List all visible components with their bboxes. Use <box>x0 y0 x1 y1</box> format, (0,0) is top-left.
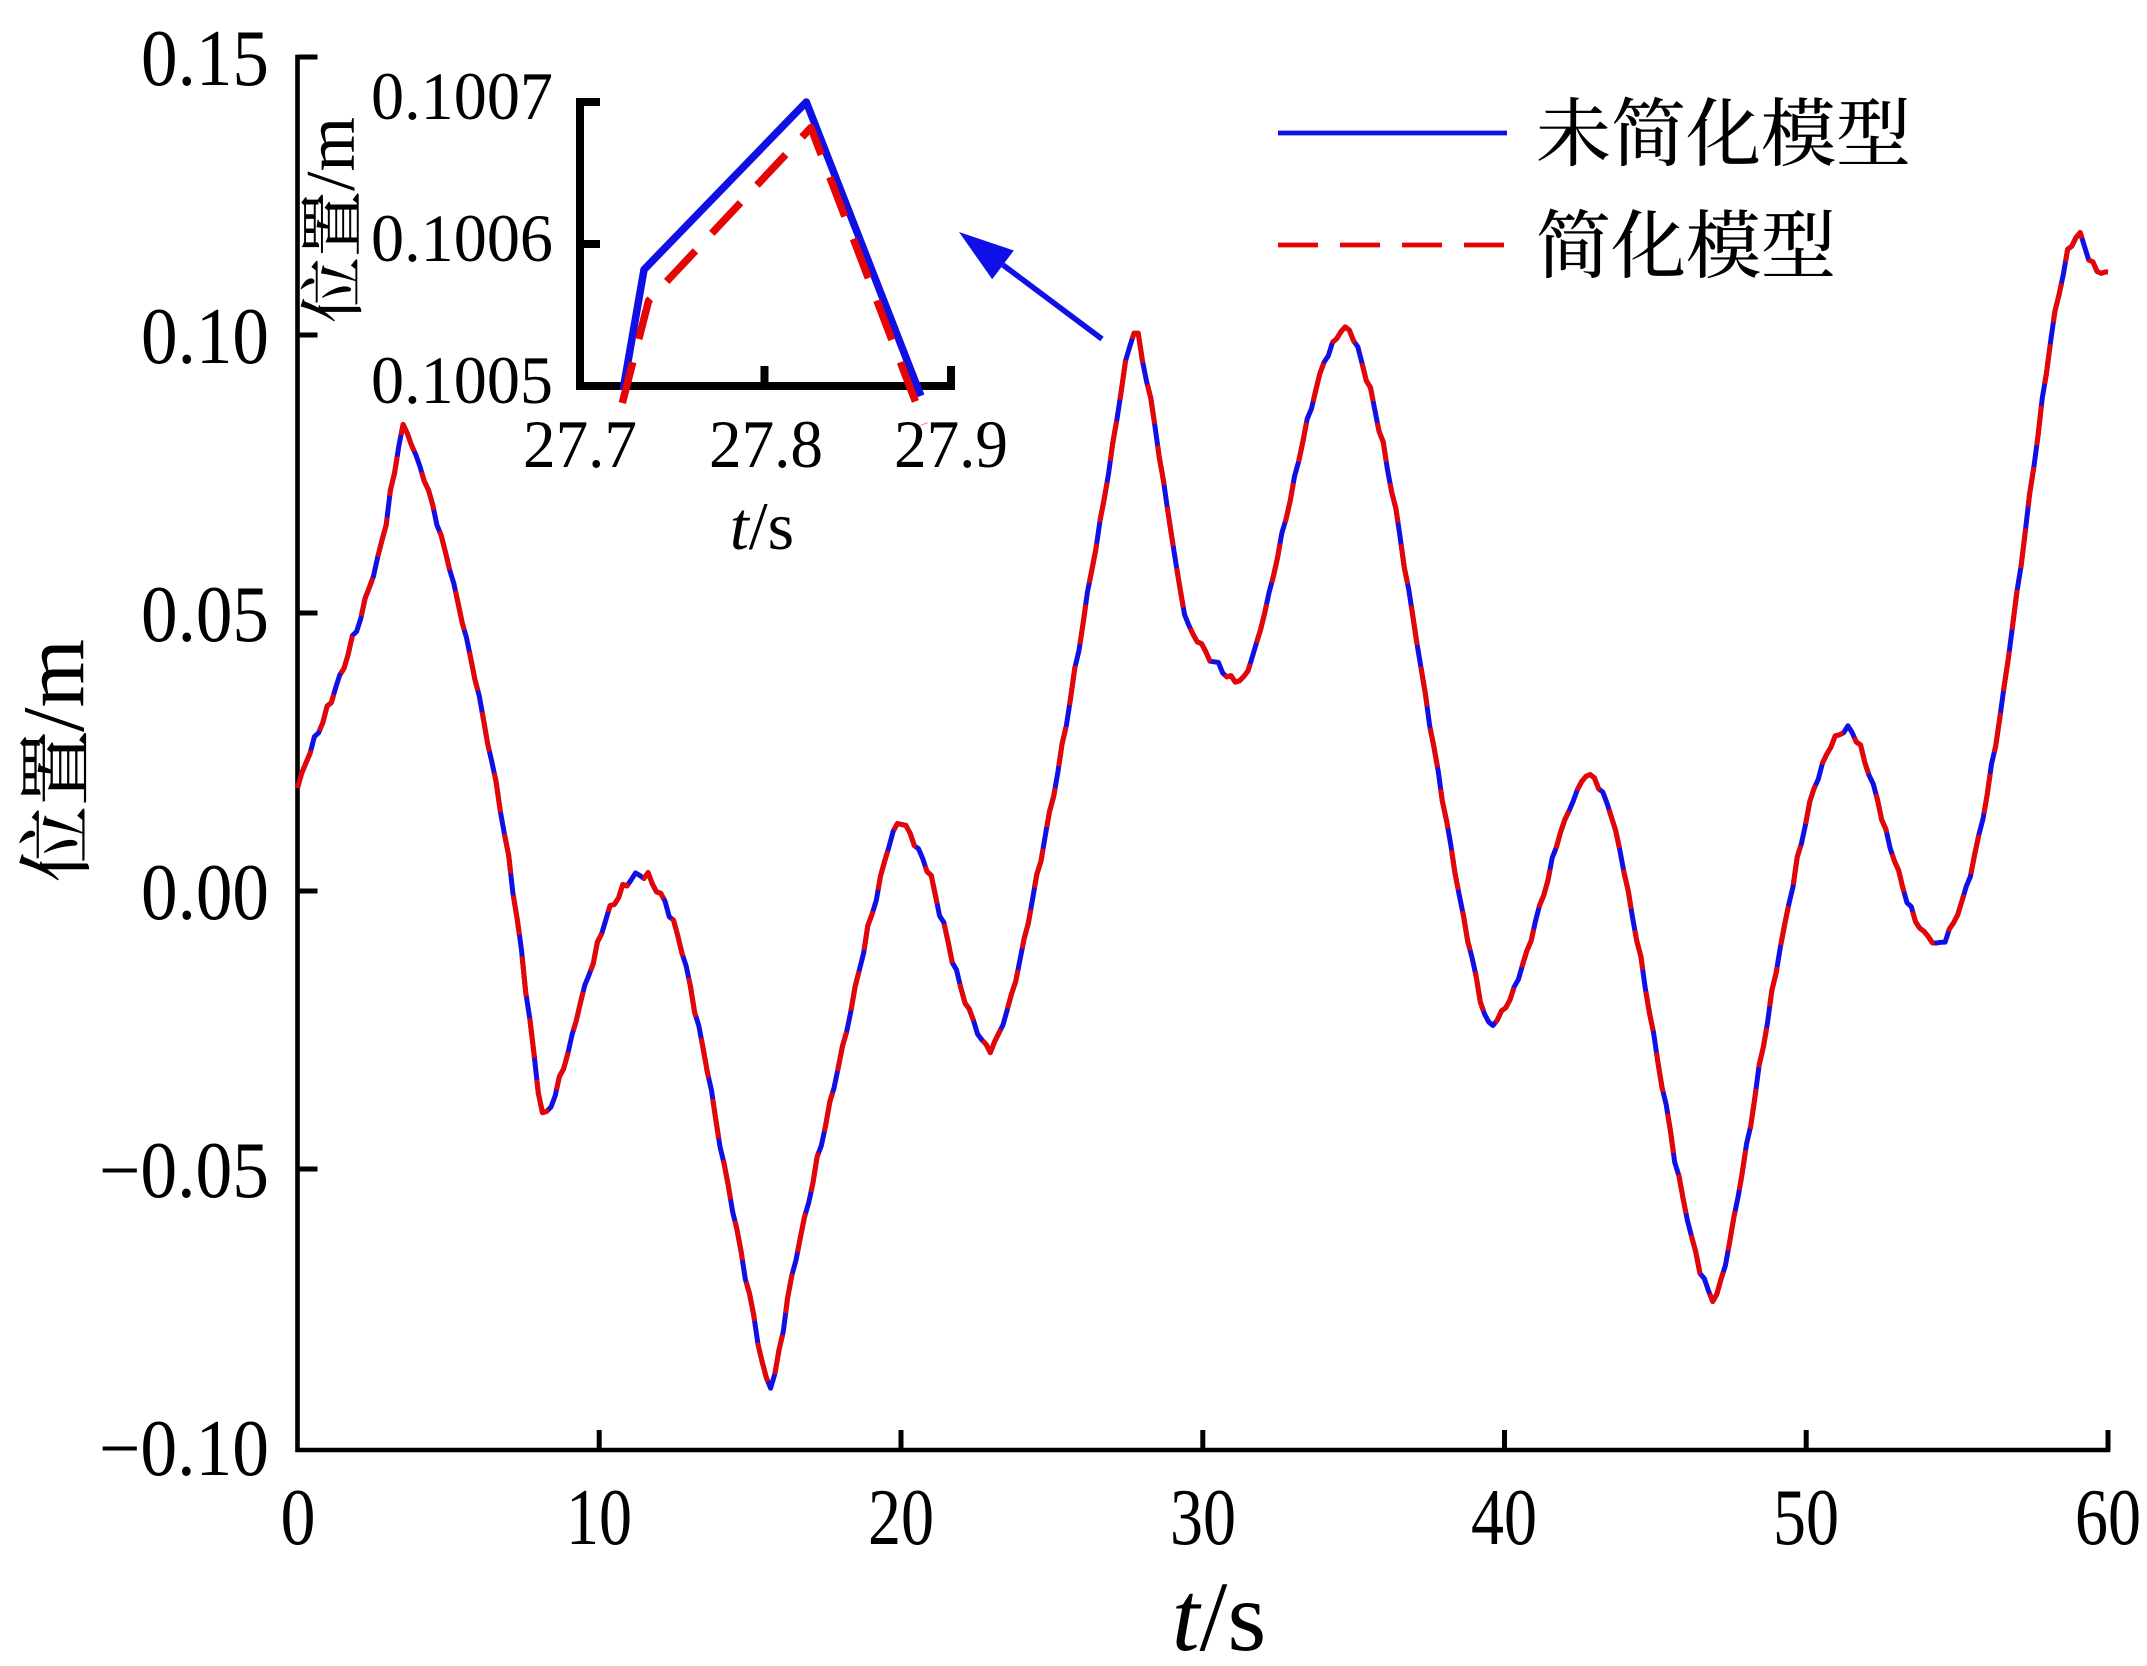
svg-text:0: 0 <box>281 1474 316 1562</box>
svg-text:0.15: 0.15 <box>141 15 269 103</box>
svg-text:t/s: t/s <box>730 488 794 564</box>
svg-text:/m: /m <box>293 117 370 191</box>
svg-text:0.10: 0.10 <box>141 293 269 381</box>
svg-text:0.1007: 0.1007 <box>371 58 553 134</box>
svg-text:0.05: 0.05 <box>141 571 269 659</box>
svg-text:−0.10: −0.10 <box>99 1405 269 1493</box>
svg-text:0.1005: 0.1005 <box>371 342 553 418</box>
svg-text:50: 50 <box>1773 1474 1839 1562</box>
svg-text:20: 20 <box>868 1474 934 1562</box>
svg-text:0.00: 0.00 <box>141 849 269 937</box>
svg-text:−0.05: −0.05 <box>99 1127 269 1215</box>
svg-text:10: 10 <box>566 1474 632 1562</box>
svg-text:40: 40 <box>1471 1474 1537 1562</box>
svg-text:27.8: 27.8 <box>709 406 823 482</box>
svg-text:0.1006: 0.1006 <box>371 200 553 276</box>
svg-text:/m: /m <box>6 639 103 732</box>
svg-text:27.9: 27.9 <box>894 406 1008 482</box>
svg-text:60: 60 <box>2075 1474 2141 1562</box>
svg-text:t/s: t/s <box>1172 1561 1267 1661</box>
svg-text:27.7: 27.7 <box>523 406 637 482</box>
svg-text:30: 30 <box>1170 1474 1236 1562</box>
